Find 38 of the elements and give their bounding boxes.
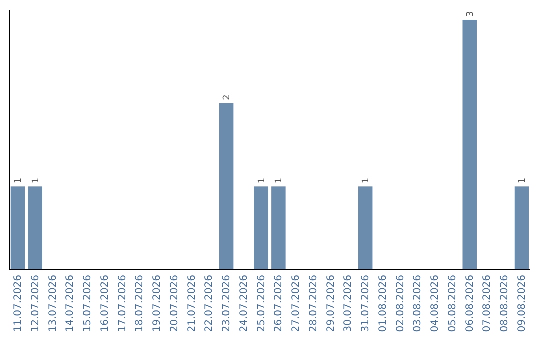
x-tick-label: 26.07.2026 [274,275,285,332]
x-tick-label: 09.08.2026 [517,275,528,332]
x-tick-label: 30.07.2026 [343,275,354,332]
data-label: 1 [518,178,528,184]
x-tick-label: 19.07.2026 [152,275,164,332]
x-tick-label: 22.07.2026 [204,275,216,332]
data-label: 1 [274,178,285,184]
x-tick-label: 25.07.2026 [256,275,268,332]
x-tick-label: 18.07.2026 [134,275,146,332]
x-tick-label: 06.08.2026 [464,275,476,332]
data-label: 3 [466,11,476,17]
x-tick-label: 07.08.2026 [482,275,494,332]
x-tick-label: 23.07.2026 [222,275,233,332]
x-tick-label: 15.07.2026 [82,275,94,332]
x-tick-label: 11.07.2026 [12,275,24,332]
x-tick-label: 29.07.2026 [326,275,337,332]
x-tick-label: 08.08.2026 [500,275,511,332]
x-tick-label: 05.08.2026 [447,275,458,332]
x-tick-label: 04.08.2026 [430,275,442,332]
x-tick-label: 01.08.2026 [378,275,389,332]
x-tick-label: 28.07.2026 [308,275,320,332]
x-tick-label: 27.07.2026 [291,275,302,332]
x-tick-label: 20.07.2026 [169,275,180,332]
x-tick-label: 13.07.2026 [48,275,59,332]
x-tick-label: 03.08.2026 [412,275,424,332]
data-label: 1 [31,178,42,184]
x-tick-label: 21.07.2026 [186,275,198,332]
x-tick-label: 02.08.2026 [395,275,406,332]
x-tick-label: 24.07.2026 [238,275,250,332]
x-tick-label: 17.07.2026 [117,275,128,332]
x-tick-label: 31.07.2026 [360,275,372,332]
data-label: 1 [257,178,268,184]
x-tick-label: 12.07.2026 [30,275,42,332]
data-label: 1 [14,178,24,184]
x-tick-label: 14.07.2026 [65,275,76,332]
x-tick-label: 16.07.2026 [100,275,111,332]
data-label: 2 [222,94,233,100]
data-label: 1 [362,178,372,184]
